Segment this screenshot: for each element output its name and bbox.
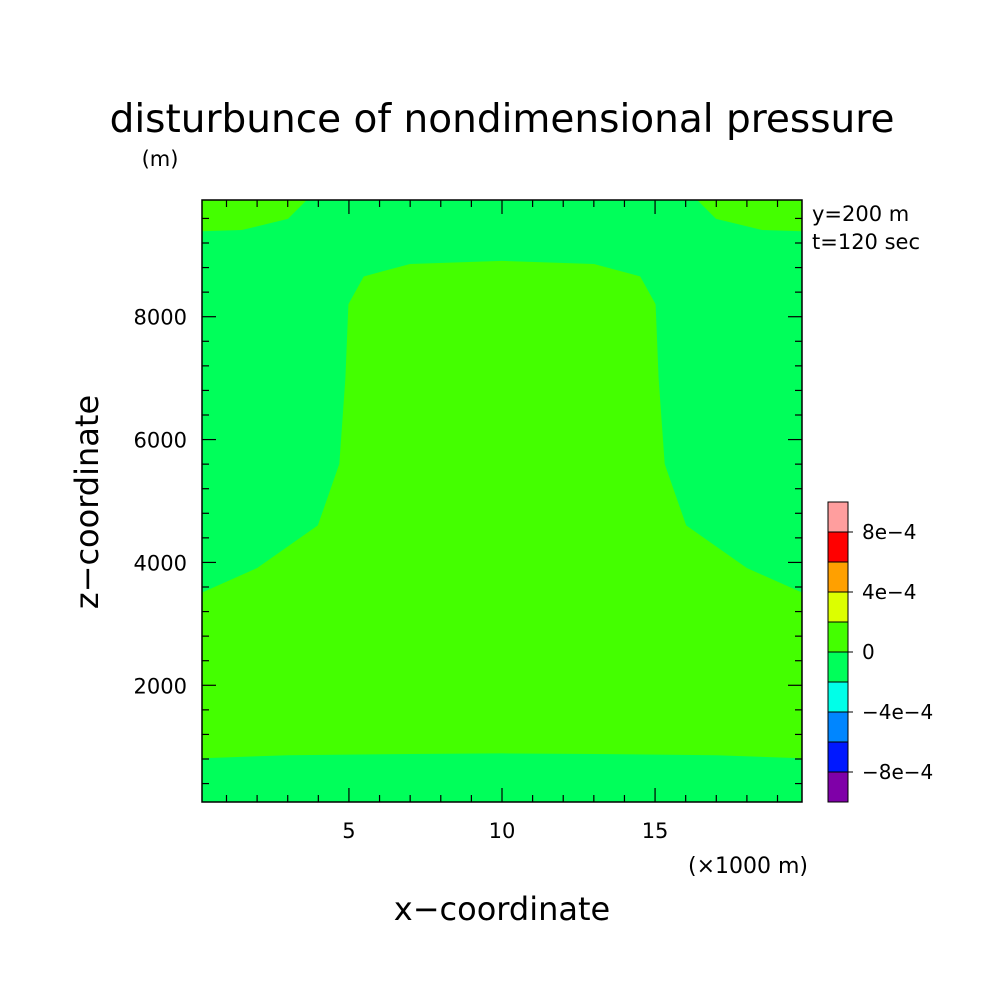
colorbar-swatch <box>827 711 849 743</box>
colorbar-swatch <box>827 741 849 773</box>
x-tick-label: 10 <box>489 819 516 843</box>
colorbar-tick-label: 0 <box>862 640 875 664</box>
chart-title: disturbunce of nondimensional pressure <box>110 97 895 142</box>
colorbar-swatch <box>827 591 849 623</box>
x-axis-label: x−coordinate <box>394 890 610 928</box>
annotation-y: y=200 m <box>812 202 909 226</box>
y-tick-label: 6000 <box>134 429 187 453</box>
colorbar: −8e−4 −4e−4 0 4e−4 8e−4 <box>827 501 933 803</box>
x-axis: 5 10 15 <box>225 200 779 843</box>
colorbar-swatch <box>827 531 849 563</box>
colorbar-tick-label: −8e−4 <box>862 760 933 784</box>
y-axis: 2000 4000 6000 8000 <box>134 217 802 785</box>
contour-region-1 <box>201 260 803 759</box>
y-unit-label: (m) <box>142 147 179 171</box>
y-axis-label: z−coordinate <box>68 395 106 609</box>
colorbar-swatch <box>827 681 849 713</box>
annotation-t: t=120 sec <box>812 230 920 254</box>
colorbar-swatch <box>827 561 849 593</box>
colorbar-swatch <box>827 651 849 683</box>
y-tick-label: 4000 <box>134 551 187 575</box>
colorbar-tick-label: 4e−4 <box>862 580 917 604</box>
y-tick-label: 2000 <box>134 674 187 698</box>
colorbar-tick-label: 8e−4 <box>862 520 917 544</box>
colorbar-swatch <box>827 501 849 533</box>
x-tick-label: 5 <box>342 819 355 843</box>
y-tick-label: 8000 <box>134 306 187 330</box>
x-tick-label: 15 <box>642 819 669 843</box>
colorbar-swatch <box>827 621 849 653</box>
colorbar-swatch <box>827 771 849 803</box>
plot-area <box>201 199 803 803</box>
colorbar-tick-label: −4e−4 <box>862 700 933 724</box>
x-unit-label: (×1000 m) <box>688 854 808 879</box>
